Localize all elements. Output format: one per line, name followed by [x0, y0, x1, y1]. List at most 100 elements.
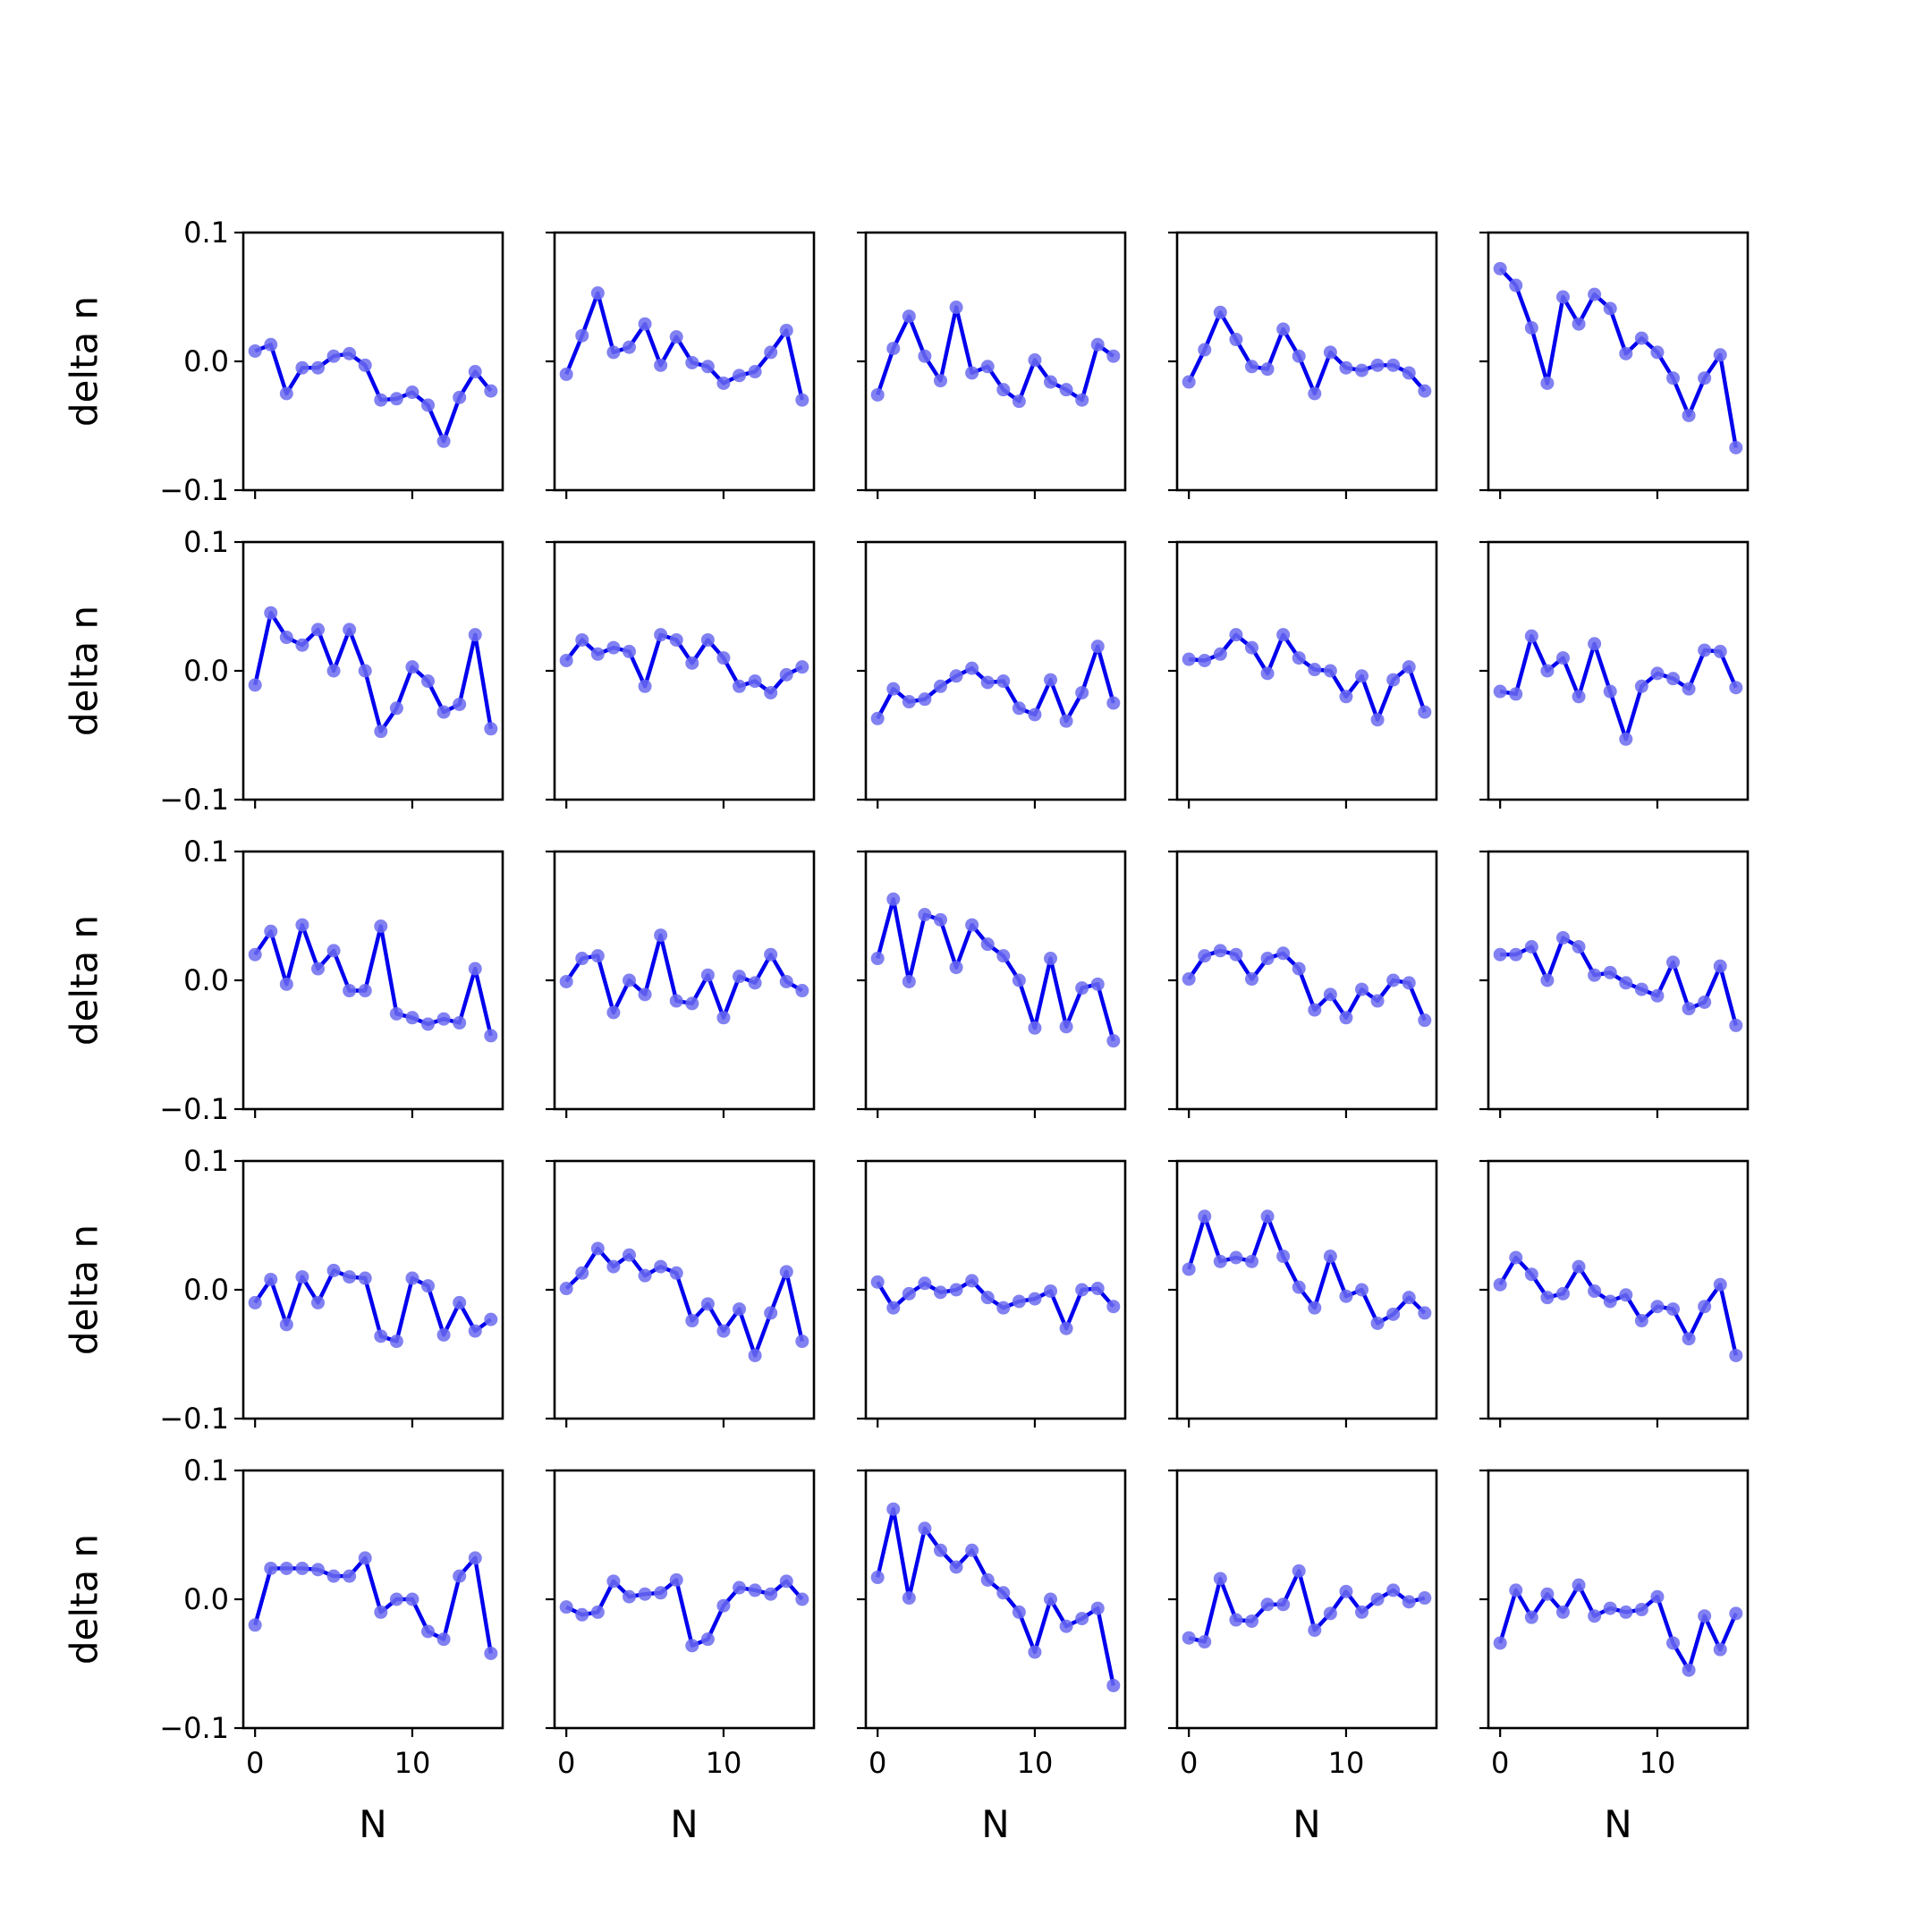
- data-point: [1418, 384, 1432, 398]
- data-point: [374, 393, 388, 407]
- data-point: [902, 1286, 916, 1301]
- data-point: [1106, 1034, 1121, 1048]
- data-point: [295, 1270, 309, 1284]
- data-point: [1276, 1250, 1291, 1264]
- data-point: [764, 947, 778, 962]
- data-point: [1244, 640, 1258, 655]
- data-point: [1682, 1002, 1696, 1016]
- data-point: [1713, 644, 1727, 658]
- data-point: [1386, 1583, 1401, 1597]
- data-point: [484, 1029, 498, 1043]
- data-point: [1355, 363, 1369, 377]
- data-point: [685, 355, 699, 369]
- data-point: [1308, 386, 1322, 401]
- data-point: [1182, 375, 1196, 389]
- series-line: [564, 1246, 804, 1358]
- data-point: [733, 970, 747, 984]
- data-point: [590, 1605, 605, 1619]
- data-point: [1059, 383, 1073, 397]
- data-point: [733, 1580, 747, 1595]
- data-point: [326, 664, 341, 678]
- panel-frame: [553, 1469, 816, 1730]
- data-point: [1493, 684, 1507, 699]
- data-point: [933, 1543, 947, 1557]
- data-point: [436, 1012, 451, 1026]
- panel-r5-c4: 0 10N: [1168, 1469, 1438, 1846]
- data-point: [1323, 664, 1337, 678]
- panel-frame: [1175, 1159, 1438, 1420]
- data-point: [1509, 1583, 1523, 1597]
- series-line: [1498, 1255, 1738, 1356]
- data-point: [965, 661, 979, 675]
- data-point: [965, 1274, 979, 1288]
- y-axis-label: delta n: [63, 606, 106, 736]
- data-point: [421, 674, 436, 689]
- series-line: [254, 343, 493, 444]
- data-point: [1229, 333, 1243, 347]
- data-point: [886, 682, 901, 696]
- data-point: [1418, 1013, 1432, 1028]
- data-point: [279, 1318, 293, 1332]
- data-point: [933, 679, 947, 693]
- data-point: [1650, 988, 1665, 1003]
- y-tick-label: −0.1: [159, 1092, 229, 1126]
- y-tick-label: 0.1: [183, 525, 229, 559]
- panel-r2-c1: 0.1 0.0 −0.1 delta n: [63, 525, 504, 817]
- data-point: [1729, 1606, 1743, 1621]
- data-point: [1012, 1605, 1026, 1619]
- data-point: [279, 631, 293, 645]
- data-point: [918, 1521, 932, 1536]
- data-point: [1012, 394, 1026, 409]
- y-tick-label: 0.0: [183, 963, 229, 997]
- data-point: [1308, 1003, 1322, 1017]
- data-point: [559, 974, 573, 988]
- data-point: [748, 365, 762, 379]
- x-tick-label: 0: [869, 1746, 886, 1780]
- panel-r4-c3: [857, 1159, 1127, 1428]
- data-point: [1666, 1302, 1681, 1317]
- data-point: [1012, 973, 1026, 987]
- panel-frame: [1175, 1469, 1438, 1730]
- data-point: [1682, 682, 1696, 696]
- panel-r1-c3: [857, 231, 1127, 499]
- data-point: [358, 984, 372, 998]
- series-line: [876, 644, 1115, 724]
- data-point: [1244, 360, 1258, 374]
- data-point: [1386, 358, 1401, 372]
- data-point: [264, 1272, 278, 1286]
- data-point: [1524, 629, 1538, 643]
- data-point: [310, 623, 325, 637]
- panel-r4-c4: [1168, 1159, 1438, 1428]
- data-point: [685, 1314, 699, 1328]
- data-point: [980, 1291, 995, 1305]
- data-point: [748, 976, 762, 990]
- data-point: [1540, 664, 1555, 678]
- data-point: [389, 1006, 403, 1021]
- data-point: [700, 360, 715, 374]
- data-point: [949, 1283, 963, 1297]
- data-point: [453, 1016, 467, 1030]
- series-line: [1188, 1569, 1426, 1644]
- data-point: [1619, 976, 1633, 990]
- data-point: [638, 987, 652, 1002]
- data-point: [1028, 1292, 1042, 1306]
- data-point: [965, 366, 979, 380]
- data-point: [685, 996, 699, 1011]
- data-point: [1386, 1307, 1401, 1321]
- data-point: [374, 919, 388, 934]
- data-point: [1509, 687, 1523, 701]
- data-point: [1588, 1609, 1602, 1623]
- panel-r3-c4: [1168, 850, 1438, 1118]
- panel-frame: [553, 1159, 816, 1420]
- data-point: [436, 705, 451, 719]
- data-point: [606, 1574, 621, 1589]
- y-tick-label: 0.0: [183, 1273, 229, 1307]
- data-point: [1682, 1332, 1696, 1346]
- data-point: [405, 660, 419, 674]
- data-point: [1090, 977, 1105, 991]
- data-point: [638, 1268, 652, 1283]
- panel-r2-c3: [857, 540, 1127, 809]
- x-axis-label: N: [670, 1802, 698, 1846]
- data-point: [1182, 1631, 1196, 1645]
- data-point: [1244, 1254, 1258, 1268]
